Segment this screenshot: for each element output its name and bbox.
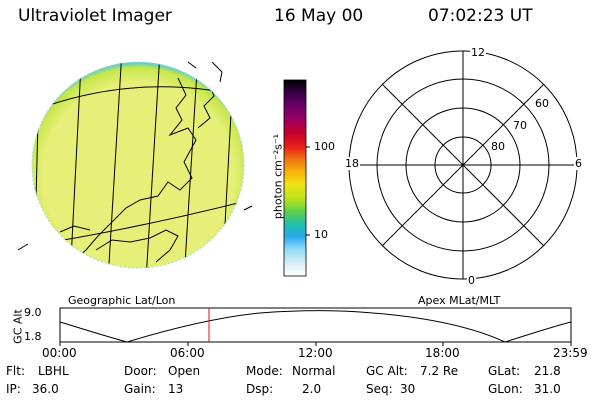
date-label: 16 May 00 [274, 6, 364, 26]
gain-value: 13 [168, 382, 184, 396]
x-tick-0600: 06:00 [170, 346, 205, 360]
latitude-line [32, 199, 244, 247]
door-label: Door: [124, 364, 157, 378]
timeline-y-tick-max: 9.0 [24, 306, 42, 319]
timeline-left-title: Geographic Lat/Lon [68, 294, 176, 307]
mode-label: Mode: [246, 364, 283, 378]
mlt-label-12: 12 [470, 46, 486, 59]
flt-label: Flt: [6, 364, 25, 378]
altitude-curve [59, 310, 572, 343]
ip-label: IP: [6, 382, 21, 396]
timeline-plot [59, 307, 572, 346]
mlt-label-18: 18 [344, 157, 360, 170]
dsp-value: 2.0 [302, 382, 322, 396]
gcalt-value: 7.2 Re [420, 364, 459, 378]
x-tick-2359: 23:59 [553, 346, 588, 360]
colorbar-tick-10: 10 [314, 228, 328, 241]
mlt-label-0: 0 [467, 274, 476, 287]
glon-label: GLon: [488, 382, 523, 396]
longitude-line [69, 62, 83, 268]
gcalt-label: GC Alt: [366, 364, 408, 378]
timeline-y-label: GC Alt [11, 309, 25, 344]
mode-value: Normal [292, 364, 336, 378]
latitude-line [32, 86, 244, 113]
coastline [95, 229, 179, 263]
longitude-line [183, 62, 199, 268]
glon-value: 31.0 [534, 382, 561, 396]
longitude-line [107, 62, 123, 268]
lat-label-80: 80 [490, 140, 506, 153]
seq-label: Seq: [366, 382, 393, 396]
earth-disk [32, 62, 244, 268]
mlt-label-6: 6 [574, 157, 583, 170]
longitude-line [221, 62, 235, 268]
x-tick-1200: 12:00 [298, 346, 333, 360]
dsp-label: Dsp: [246, 382, 274, 396]
glat-value: 21.8 [534, 364, 561, 378]
coastline [59, 225, 91, 233]
gain-label: Gain: [124, 382, 156, 396]
x-tick-0000: 00:00 [42, 346, 77, 360]
x-tick-1800: 18:00 [425, 346, 460, 360]
colorbar-unit-label: photon cm⁻²s⁻¹ [271, 133, 285, 220]
coastline [195, 67, 215, 129]
lat-label-60: 60 [534, 97, 550, 110]
colorbar [283, 79, 310, 277]
flt-value: LBHL [38, 364, 69, 378]
glat-label: GLat: [488, 364, 521, 378]
time-label: 07:02:23 UT [428, 6, 533, 26]
door-value: Open [168, 364, 201, 378]
timeline-y-tick-min: 1.8 [24, 330, 42, 343]
seq-value: 30 [400, 382, 416, 396]
instrument-title: Ultraviolet Imager [18, 6, 172, 26]
coastline [71, 77, 197, 263]
colorbar-tick-100: 100 [314, 140, 335, 153]
timeline-right-title: Apex MLat/MLT [418, 294, 501, 307]
longitude-line [145, 62, 161, 268]
lat-label-70: 70 [512, 119, 528, 132]
longitude-line [33, 62, 41, 268]
ip-value: 36.0 [32, 382, 59, 396]
